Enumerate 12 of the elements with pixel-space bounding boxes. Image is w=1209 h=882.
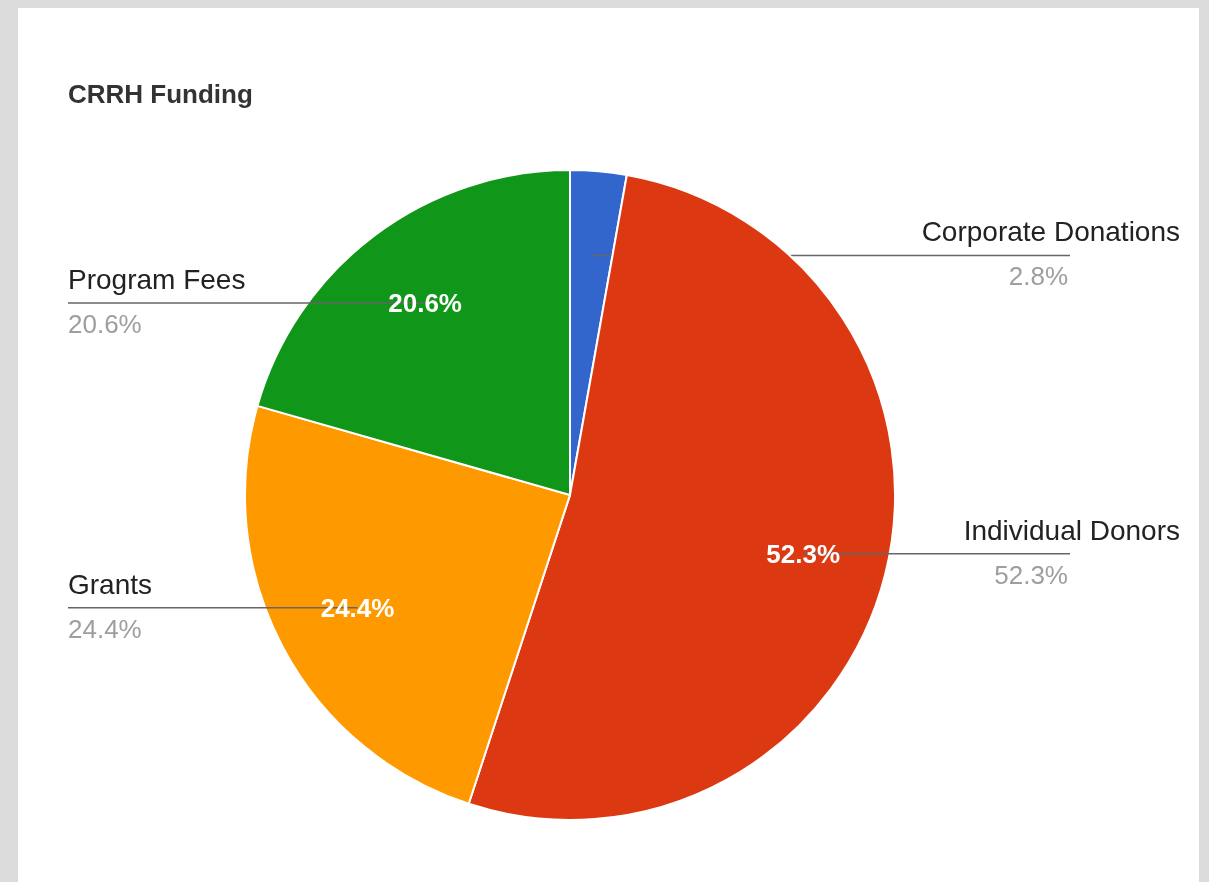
slice-label: Individual Donors [963,514,1180,546]
text: 52.3% [766,538,841,569]
data-label: 52.3% [994,559,1068,590]
slice-label: Program Fees [68,264,246,296]
data-label: 24.4% [68,613,142,644]
chart-title: CRRH Funding [68,79,253,109]
text: 24.4% [320,592,395,623]
slice-label: Grants [68,568,153,600]
slice-label: Corporate Donations [921,216,1180,248]
data-label: 20.6% [68,309,142,340]
text: 20.6% [388,288,462,319]
data-label: 2.8% [1008,261,1068,292]
